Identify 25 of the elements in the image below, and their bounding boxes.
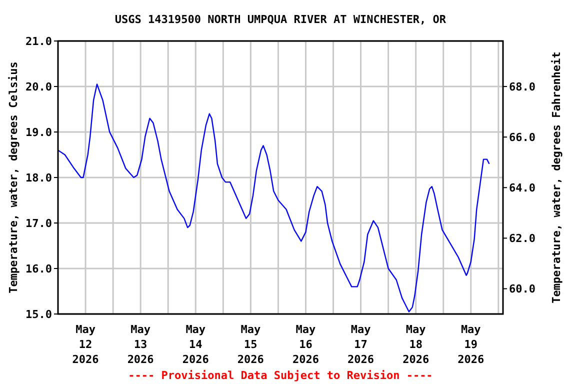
y2-tick-label: 66.0: [509, 130, 536, 144]
y-tick-label: 17.0: [26, 216, 52, 230]
y-tick-label: 20.0: [26, 80, 52, 94]
text: ---- Provisional Data Subject to Revision ----: [128, 369, 433, 382]
y2-tick-label: 62.0: [509, 232, 536, 246]
x-tick-label: May 17 2026: [348, 323, 374, 366]
y2-tick-label: 60.0: [509, 282, 536, 296]
y-tick-label: 21.0: [26, 34, 52, 48]
chart-title: USGS 14319500 NORTH UMPQUA RIVER AT WINCHESTER, OR: [114, 13, 446, 26]
x-tick-label: May 15 2026: [237, 323, 264, 366]
x-tick-label: May 16 2026: [292, 323, 320, 366]
y-tick-label: 18.0: [26, 171, 52, 184]
y2-tick-label: 68.0: [509, 80, 536, 94]
y2-axis-title: Temperature, water, degrees Fahrenheit: [550, 52, 563, 304]
line-series: [58, 84, 490, 312]
x-tick-label: May 19 2026: [458, 323, 485, 366]
x-tick-label: May 18 2026: [402, 323, 430, 366]
y-axis-title: Temperature, water, degrees Celsius: [7, 62, 20, 294]
y2-tick-label: 64.0: [509, 181, 536, 194]
x-tick-label: May 12 2026: [72, 323, 100, 366]
y-tick-label: 19.0: [26, 126, 52, 139]
y-tick-label: 16.0: [26, 262, 52, 276]
x-tick-label: May 14 2026: [182, 323, 210, 366]
y-tick-label: 15.0: [26, 308, 52, 321]
x-tick-label: May 13 2026: [127, 323, 154, 366]
